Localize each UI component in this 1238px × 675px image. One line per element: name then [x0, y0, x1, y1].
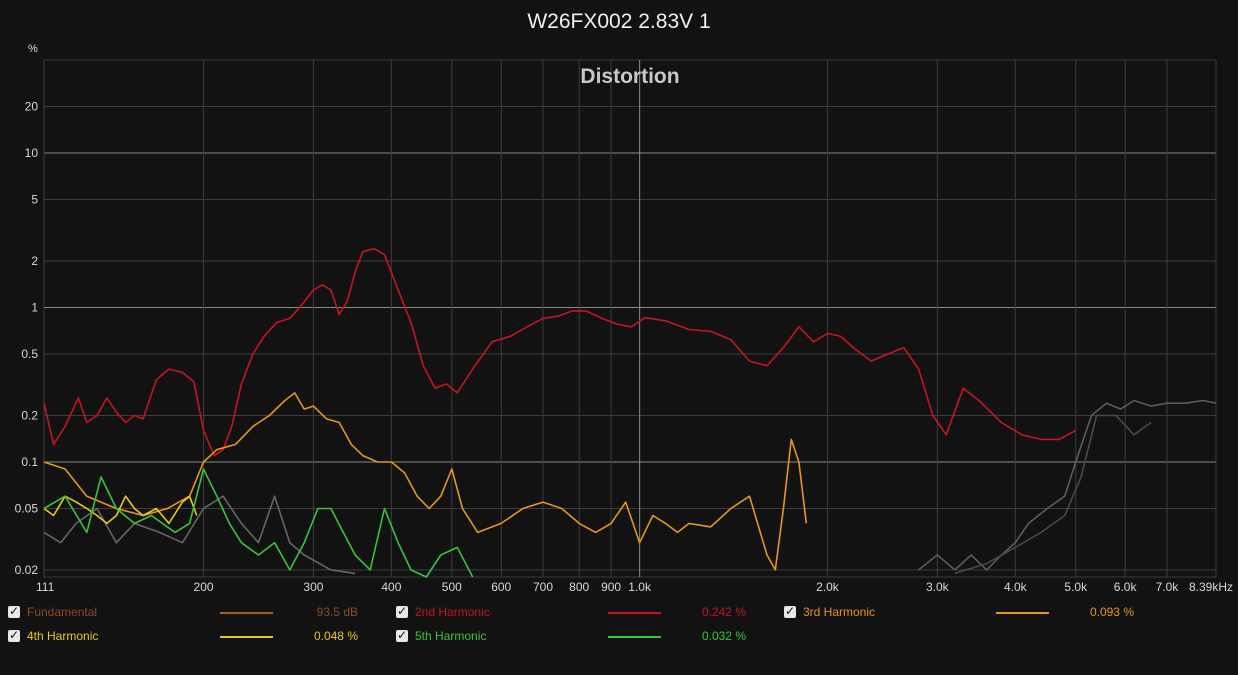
- chart-inner-title: Distortion: [580, 65, 679, 88]
- legend-swatch: [608, 612, 661, 614]
- overlay-trace: [954, 414, 1152, 575]
- grid: [43, 60, 1217, 577]
- y-axis-unit-label: %: [28, 43, 38, 55]
- series-line-4th-harmonic: [43, 495, 198, 525]
- y-tick-label: 20: [25, 100, 39, 114]
- x-tick-label: 300: [303, 580, 323, 594]
- x-tick-label: 7.0k: [1156, 580, 1180, 594]
- legend-value: 0.242 %: [701, 605, 746, 619]
- legend-checkbox-3rd-harmonic[interactable]: [784, 604, 796, 618]
- y-tick-label: 0.2: [21, 408, 38, 422]
- trace-group: [43, 247, 1217, 578]
- x-tick-label: 900: [601, 580, 621, 594]
- x-tick-labels: 111 200 300 400 500 600 700 800 900 1.0k 2.0k 3.0k 4…: [36, 580, 1233, 594]
- overlay-trace: [43, 495, 356, 575]
- series-line-5th-harmonic: [43, 468, 474, 578]
- legend-label: 3rd Harmonic: [803, 605, 876, 619]
- legend-value: 0.093 %: [1089, 605, 1134, 619]
- x-tick-label: 4.0k: [1004, 580, 1028, 594]
- legend-item-fundamental: Fundamental 93.5 dB: [8, 604, 378, 621]
- x-tick-label: 700: [533, 580, 553, 594]
- x-tick-label: 800: [569, 580, 589, 594]
- x-tick-label: 1.0k: [628, 580, 652, 594]
- plot-area: [43, 59, 1217, 578]
- legend-checkbox-fundamental[interactable]: [8, 604, 20, 618]
- legend-item-2nd-harmonic: 2nd Harmonic 0.242 %: [396, 604, 766, 621]
- y-tick-label: 1: [31, 300, 38, 314]
- x-tick-label: 200: [194, 580, 214, 594]
- legend-label: 5th Harmonic: [415, 629, 487, 643]
- overlay-trace: [918, 399, 1217, 571]
- x-tick-label: 500: [442, 580, 462, 594]
- y-tick-labels: 20 10 5 2 1 0.5 0.2 0.1 0.05 0.02: [15, 100, 39, 577]
- x-tick-label: 2.0k: [816, 580, 840, 594]
- x-tick-label: 111: [36, 580, 55, 594]
- legend-swatch: [220, 612, 273, 614]
- legend-label: Fundamental: [27, 605, 98, 619]
- y-tick-label: 5: [31, 193, 38, 207]
- legend-checkbox-4th-harmonic[interactable]: [8, 628, 20, 642]
- legend-label: 2nd Harmonic: [415, 605, 490, 619]
- legend-label: 4th Harmonic: [27, 629, 99, 643]
- x-tick-label: 5.0k: [1064, 580, 1088, 594]
- x-tick-label: 600: [491, 580, 511, 594]
- legend-value: 0.048 %: [313, 629, 358, 643]
- y-tick-label: 2: [31, 254, 38, 268]
- x-tick-label: 6.0k: [1114, 580, 1138, 594]
- legend-swatch: [608, 636, 661, 638]
- x-tick-label: 8.39kHz: [1189, 580, 1233, 594]
- legend-item-5th-harmonic: 5th Harmonic 0.032 %: [396, 628, 766, 645]
- x-tick-label: 400: [381, 580, 401, 594]
- legend-swatch: [996, 612, 1049, 614]
- y-tick-label: 0.5: [21, 347, 38, 361]
- legend-value: 93.5 dB: [316, 605, 358, 619]
- y-tick-label: 0.05: [15, 501, 39, 515]
- chart-title-main: W26FX002 2.83V 1: [527, 10, 711, 33]
- series-line-2nd-harmonic: [43, 247, 1077, 457]
- y-tick-label: 0.1: [21, 455, 38, 469]
- legend-checkbox-5th-harmonic[interactable]: [396, 628, 408, 642]
- y-tick-label: 10: [25, 146, 39, 160]
- series-line-3rd-harmonic: [43, 392, 808, 571]
- x-tick-label: 3.0k: [926, 580, 950, 594]
- legend-value: 0.032 %: [701, 629, 746, 643]
- y-tick-label: 0.02: [15, 563, 39, 577]
- legend-item-4th-harmonic: 4th Harmonic 0.048 %: [8, 628, 378, 645]
- legend-checkbox-2nd-harmonic[interactable]: [396, 604, 408, 618]
- legend-swatch: [220, 636, 273, 638]
- legend-item-3rd-harmonic: 3rd Harmonic 0.093 %: [784, 604, 1154, 621]
